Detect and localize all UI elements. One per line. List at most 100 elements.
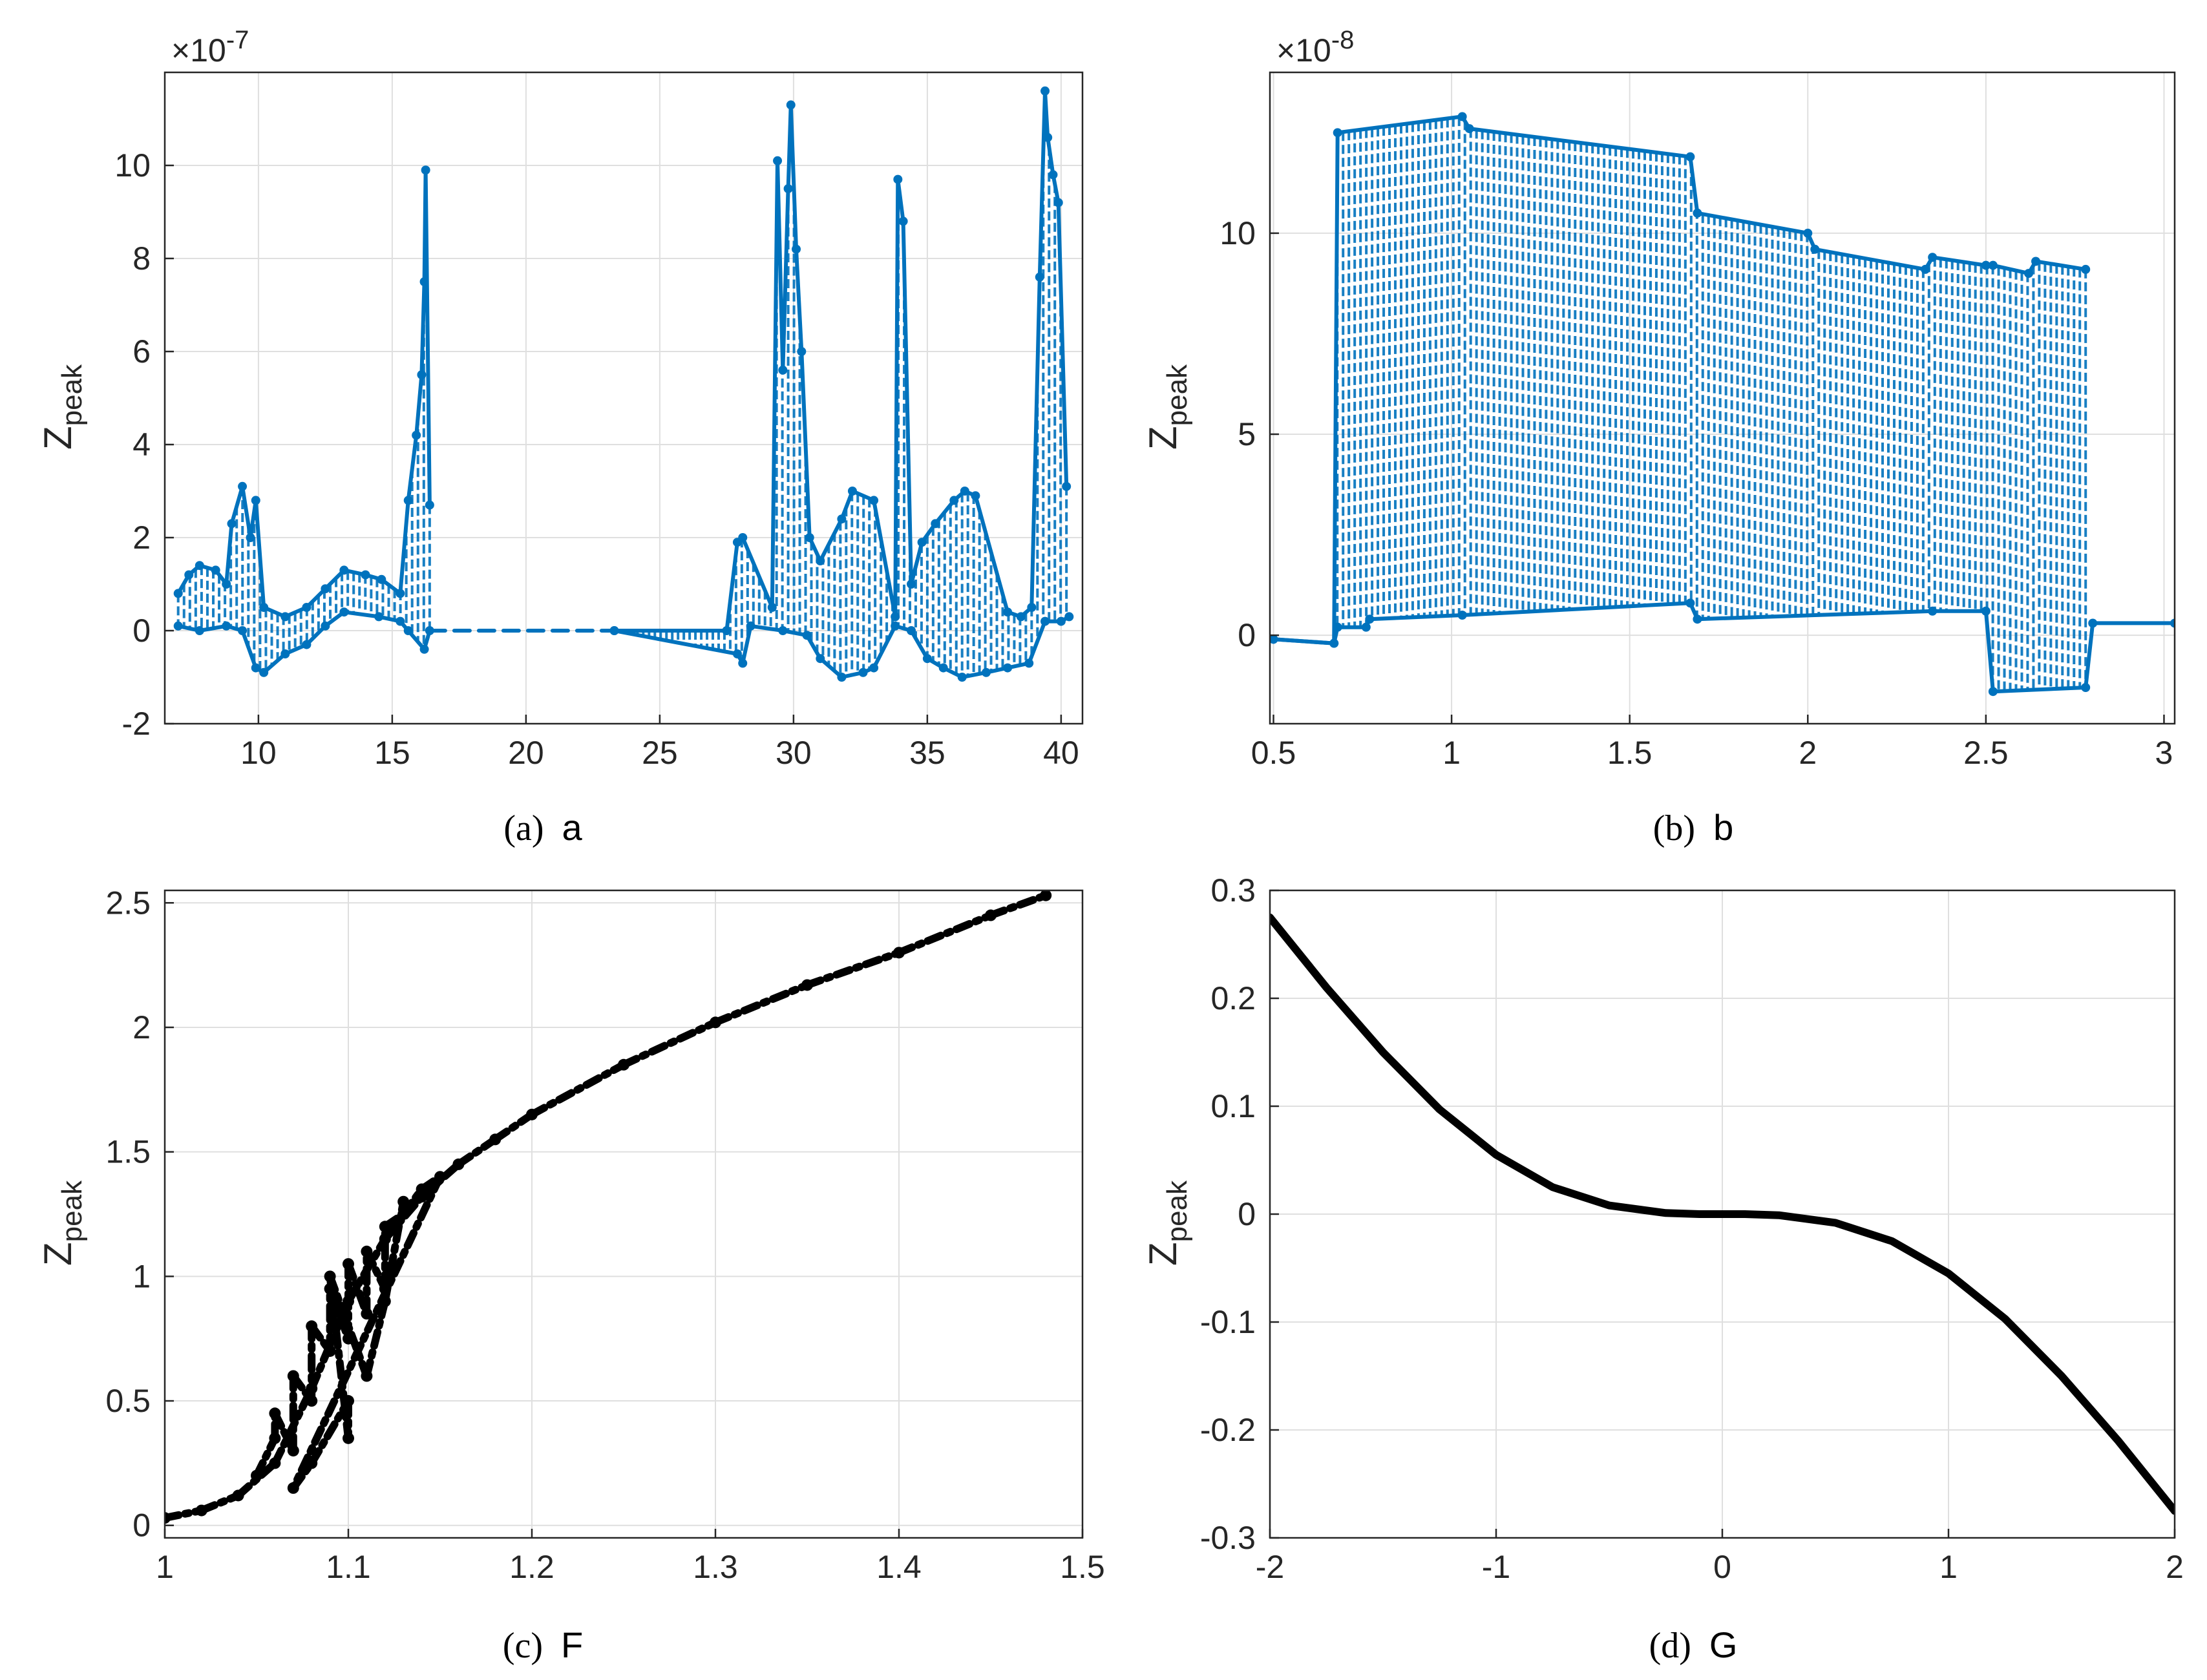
x-tick-label: 1.2 [509,1549,554,1585]
series-scatter-band-segment [381,1197,408,1305]
series-lower-envelope-point [195,626,204,635]
x-tick-label: 15 [374,735,410,771]
series-lower-envelope-point [419,644,429,654]
y-axis-label-main: Z [1141,1242,1185,1266]
y-axis-label-subscript: peak [1161,364,1193,426]
x-tick-label: 2 [1799,735,1817,771]
series-lower-envelope-2-point [981,667,991,677]
y-tick-label: 4 [132,426,151,463]
series-lower-envelope-point [259,667,269,677]
series-upper-envelope-point [419,277,429,286]
series-upper-envelope-2-point [1040,86,1050,96]
x-tick-label: 3 [2155,735,2173,771]
x-tick-label: 1.5 [1607,735,1653,771]
y-tick-label: 0 [1238,617,1256,653]
series-scatter-band-segment [289,1173,444,1492]
series-lower-envelope-point [1270,635,1278,644]
series-upper-envelope-point [1464,124,1474,134]
series-upper-envelope-point [227,519,237,529]
series-upper-envelope-point [251,496,260,505]
series-lower-envelope-point [403,626,413,635]
series-scatter-band-segment [399,1185,426,1218]
y-tick-label: -2 [122,706,151,742]
series-upper-envelope-2-point [1053,198,1063,207]
axes-frame [164,889,1084,1539]
series-lower-envelope-2-point [938,663,948,673]
panel-caption: (c) F [503,1624,583,1666]
x-tick-label: 1 [1939,1549,1958,1585]
series-upper-envelope-2-point [898,216,908,226]
series-lower-envelope-2-point [1003,663,1013,673]
series-upper-envelope-2-point [1048,170,1058,180]
series-upper-envelope-2-point [837,514,847,524]
y-axis-label-subscript: peak [1161,1180,1193,1242]
panel-c: 1 1.1 1.2 1.3 1.4 1.5 0 0.5 1 1.5 2 2.5 Zpeak (c) F [36,885,1105,1666]
y-tick-label: 6 [132,333,151,370]
series-lower-envelope-2-point [738,658,748,668]
series-upper-envelope-2-point [971,491,980,501]
y-tick-label: 10 [1220,215,1256,251]
y-axis-label-subscript: peak [56,364,88,426]
series-lower-envelope-2-point [869,663,879,673]
panel-caption-variable: F [561,1624,583,1665]
x-tick-label: 0.5 [1251,735,1296,771]
series-upper-envelope-point [377,574,386,584]
series-upper-envelope-2-point [797,347,807,356]
series-upper-envelope-2-point [1035,272,1044,282]
series-scatter-band-segment [326,1272,371,1380]
series-upper-envelope-2-point [786,100,796,110]
y-tick-label: -0.2 [1200,1412,1256,1448]
series-scatter-band-segment [253,1434,279,1480]
plot-area [1270,112,2175,697]
x-tick-label: 2 [2166,1549,2184,1585]
series-lower-envelope-point [2170,618,2175,628]
series-upper-envelope-2-point [773,156,783,165]
series-upper-envelope-2-point [1043,132,1053,142]
panel-caption-label: (c) [503,1626,543,1666]
panel-b: 0.5 1 1.5 2 2.5 3 0 5 10 Zpeak ×10-8 (b) b [1141,26,2176,848]
series-lower-envelope-2-point [778,626,788,635]
series-main-branch-segment [712,981,811,1027]
series-upper-envelope-point [321,584,330,594]
y-axis-label-main: Z [36,426,79,450]
series-lower-envelope-point [321,621,330,631]
series-upper-envelope-2-point [893,174,903,184]
series-main-branch-segment [987,891,1050,919]
series-lower-envelope-point [2088,618,2098,628]
series-lower-envelope-point [280,649,290,658]
panel-caption-label: (b) [1653,808,1695,848]
series-main-branch-segment [165,1506,206,1522]
x-tick-label: -2 [1256,1549,1284,1585]
y-axis-label: Zpeak [36,1180,88,1266]
axis-exponent-power: -7 [226,26,249,54]
y-tick-label: 0.5 [105,1383,151,1419]
series-upper-envelope-2-point [847,487,857,496]
panel-caption: (d) G [1649,1624,1738,1666]
x-tick-label: 40 [1043,735,1079,771]
y-tick-label: 0 [132,613,151,649]
y-axis-label: Zpeak [1141,1180,1193,1266]
panel-caption: (a) a [503,807,582,848]
series-lower-envelope-2-point [816,654,825,664]
y-tick-label: 0 [132,1507,151,1544]
y-axis-label-main: Z [36,1242,79,1266]
series-lower-envelope-2-point [609,626,619,635]
series-lower-envelope-2-point [1024,658,1034,668]
panel-caption-variable: G [1709,1624,1738,1665]
series-upper-envelope-2-line [612,89,1069,633]
y-tick-label: 1.5 [105,1134,151,1170]
y-tick-label: 1 [132,1258,151,1294]
series-main-branch-segment [895,911,995,957]
series-lower-envelope-point [302,640,312,649]
x-tick-label: 20 [508,735,544,771]
series-upper-envelope-point [1333,128,1342,138]
plot-area [165,890,1052,1524]
axes-frame [1269,71,2176,725]
series-lower-envelope-2-line [612,614,1072,679]
x-tick-label: 30 [776,735,812,771]
series-scatter-band-segment [326,1272,352,1442]
y-axis-label: Zpeak [1141,364,1193,450]
series-upper-envelope-point [1685,152,1695,162]
series-lower-envelope-line [1271,601,2175,694]
series-lower-envelope-2-point [858,667,868,677]
